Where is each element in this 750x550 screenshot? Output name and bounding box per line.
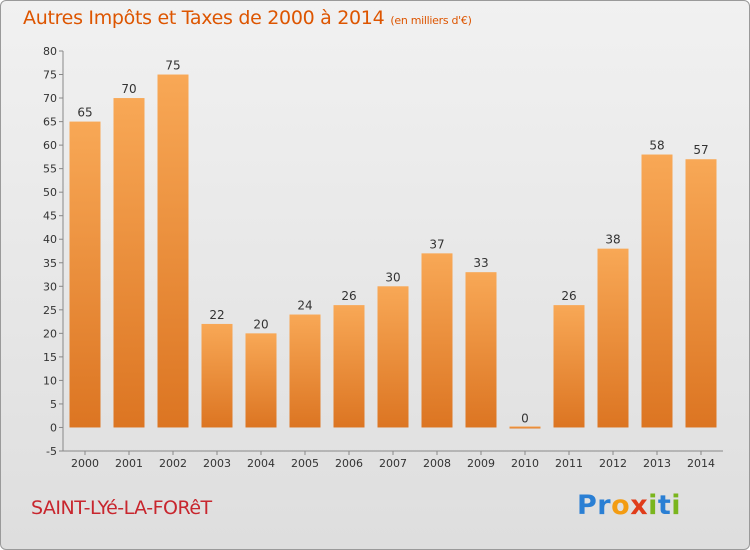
bar (69, 121, 101, 428)
bar (421, 253, 453, 428)
bar-value-label: 20 (253, 317, 268, 331)
y-tick-label: 35 (43, 257, 57, 270)
x-tick-label: 2000 (71, 457, 99, 470)
chart-title: Autres Impôts et Taxes de 2000 à 2014 (en… (23, 7, 472, 29)
y-tick-label: 30 (43, 280, 57, 293)
bar-value-label: 33 (473, 256, 488, 270)
bar-value-label: 57 (693, 143, 708, 157)
y-tick-label: 45 (43, 210, 57, 223)
x-tick-label: 2006 (335, 457, 363, 470)
y-tick-label: 70 (43, 92, 57, 105)
y-tick-label: 60 (43, 139, 57, 152)
bar (245, 333, 277, 428)
bar (377, 286, 409, 428)
bar-value-label: 26 (341, 289, 356, 303)
x-tick-label: 2009 (467, 457, 495, 470)
x-tick-label: 2014 (687, 457, 715, 470)
y-tick-label: 10 (43, 374, 57, 387)
bar (685, 159, 717, 428)
logo-letter: t (657, 490, 672, 521)
logo-letter: r (597, 490, 612, 521)
y-tick-label: 65 (43, 116, 57, 129)
chart-title-text: Autres Impôts et Taxes de 2000 à 2014 (23, 7, 385, 29)
x-tick-label: 2011 (555, 457, 583, 470)
y-tick-label: 20 (43, 327, 57, 340)
y-tick-label: 5 (50, 398, 57, 411)
bar-value-label: 22 (209, 308, 224, 322)
y-tick-label: 15 (43, 351, 57, 364)
bar-value-label: 0 (521, 411, 529, 425)
y-tick-label: 50 (43, 186, 57, 199)
bar (333, 305, 365, 428)
bar (509, 426, 541, 429)
bar (113, 98, 145, 428)
bar-value-label: 58 (649, 139, 664, 153)
x-tick-label: 2013 (643, 457, 671, 470)
chart-title-unit: (en milliers d'€) (390, 14, 472, 27)
proxiti-logo: Proxiti (577, 490, 681, 521)
bar (201, 323, 233, 428)
y-tick-label: 80 (43, 45, 57, 58)
bar-value-label: 37 (429, 237, 444, 251)
x-tick-label: 2005 (291, 457, 319, 470)
logo-letter: o (611, 490, 631, 521)
logo-letter: P (577, 490, 598, 521)
bar-value-label: 30 (385, 270, 400, 284)
bar (597, 248, 629, 428)
logo-letter: i (671, 490, 682, 521)
x-tick-label: 2008 (423, 457, 451, 470)
bar-value-label: 26 (561, 289, 576, 303)
x-tick-label: 2002 (159, 457, 187, 470)
y-tick-label: 55 (43, 163, 57, 176)
bar-value-label: 70 (121, 82, 136, 96)
y-tick-label: -5 (46, 445, 57, 458)
bar (641, 154, 673, 428)
bar-value-label: 65 (77, 106, 92, 120)
place-name: SAINT-LYé-LA-FORêT (31, 497, 212, 519)
logo-letter: x (630, 490, 649, 521)
x-tick-label: 2010 (511, 457, 539, 470)
x-tick-label: 2003 (203, 457, 231, 470)
bar-value-label: 75 (165, 59, 180, 73)
bar (553, 305, 585, 428)
x-tick-label: 2001 (115, 457, 143, 470)
x-tick-label: 2012 (599, 457, 627, 470)
bar-value-label: 24 (297, 299, 312, 313)
logo-letter: i (648, 490, 658, 521)
bar (465, 272, 497, 428)
y-tick-label: 25 (43, 304, 57, 317)
x-tick-label: 2007 (379, 457, 407, 470)
bar-value-label: 38 (605, 233, 620, 247)
y-tick-label: 0 (50, 421, 57, 434)
y-tick-label: 75 (43, 69, 57, 82)
y-tick-label: 40 (43, 233, 57, 246)
x-tick-label: 2004 (247, 457, 275, 470)
bar (289, 314, 321, 428)
bar (157, 74, 189, 428)
